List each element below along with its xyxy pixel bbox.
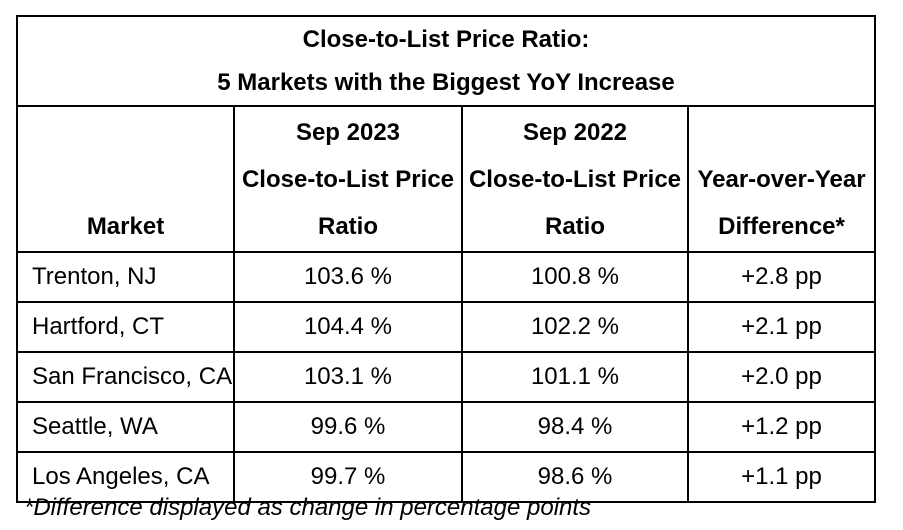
yoy-difference-cell: +1.1 pp (687, 451, 876, 503)
column-header-sep-2022-line-1: Sep 2022 (522, 119, 628, 146)
sep-2023-ratio-cell: 99.7 % (233, 451, 463, 503)
table-row-trenton: Trenton, NJ 103.6 % 100.8 % +2.8 pp (16, 251, 876, 303)
column-header-market: Market (16, 105, 235, 253)
column-header-sep-2023: Sep 2023 Close-to-List Price Ratio (233, 105, 463, 253)
column-header-market-label: Market (86, 213, 165, 240)
market-cell: Seattle, WA (16, 401, 235, 453)
sep-2023-ratio-cell: 104.4 % (233, 301, 463, 353)
column-header-yoy-line-1: Year-over-Year (697, 166, 866, 193)
column-header-yoy-difference: Year-over-Year Difference* (687, 105, 876, 253)
sep-2023-ratio-cell: 103.6 % (233, 251, 463, 303)
sep-2022-ratio-cell: 100.8 % (461, 251, 689, 303)
sep-2022-ratio-cell: 98.4 % (461, 401, 689, 453)
footnote: *Difference displayed as change in perce… (24, 494, 592, 521)
column-header-sep-2022: Sep 2022 Close-to-List Price Ratio (461, 105, 689, 253)
column-header-sep-2022-line-3: Ratio (545, 213, 605, 240)
column-header-sep-2023-line-2: Close-to-List Price (241, 166, 455, 193)
table-row-seattle: Seattle, WA 99.6 % 98.4 % +1.2 pp (16, 401, 876, 453)
table-row-los-angeles: Los Angeles, CA 99.7 % 98.6 % +1.1 pp (16, 451, 876, 503)
market-cell: Los Angeles, CA (16, 451, 235, 503)
column-header-sep-2023-line-3: Ratio (318, 213, 378, 240)
column-header-sep-2023-line-1: Sep 2023 (295, 119, 401, 146)
table-row-hartford: Hartford, CT 104.4 % 102.2 % +2.1 pp (16, 301, 876, 353)
table-title-line-2: 5 Markets with the Biggest YoY Increase (217, 69, 675, 96)
table-title-line-1: Close-to-List Price Ratio: (302, 26, 590, 53)
yoy-difference-cell: +1.2 pp (687, 401, 876, 453)
column-header-yoy-line-2: Difference* (718, 213, 845, 240)
close-to-list-price-table: Close-to-List Price Ratio: 5 Markets wit… (16, 15, 876, 503)
column-header-sep-2022-line-2: Close-to-List Price (468, 166, 682, 193)
title-row: Close-to-List Price Ratio: 5 Markets wit… (16, 15, 876, 107)
market-cell: Trenton, NJ (16, 251, 235, 303)
sep-2022-ratio-cell: 102.2 % (461, 301, 689, 353)
header-row: Market Sep 2023 Close-to-List Price Rati… (16, 105, 876, 253)
sep-2023-ratio-cell: 103.1 % (233, 351, 463, 403)
market-cell: Hartford, CT (16, 301, 235, 353)
table-row-san-francisco: San Francisco, CA 103.1 % 101.1 % +2.0 p… (16, 351, 876, 403)
yoy-difference-cell: +2.8 pp (687, 251, 876, 303)
sep-2022-ratio-cell: 101.1 % (461, 351, 689, 403)
sep-2022-ratio-cell: 98.6 % (461, 451, 689, 503)
yoy-difference-cell: +2.1 pp (687, 301, 876, 353)
market-cell: San Francisco, CA (16, 351, 235, 403)
table-title: Close-to-List Price Ratio: 5 Markets wit… (16, 15, 876, 107)
yoy-difference-cell: +2.0 pp (687, 351, 876, 403)
sep-2023-ratio-cell: 99.6 % (233, 401, 463, 453)
